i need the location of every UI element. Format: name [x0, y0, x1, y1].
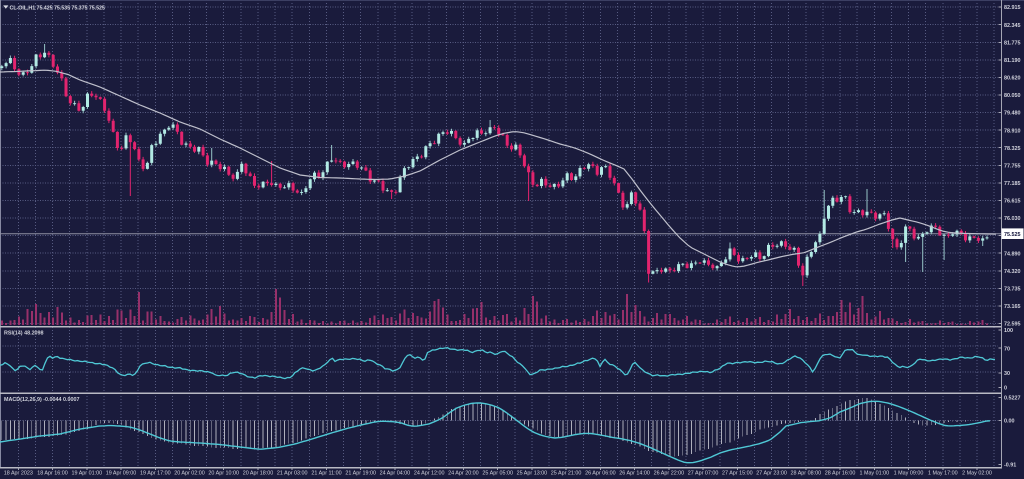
svg-text:73.735: 73.735	[1004, 287, 1021, 293]
svg-text:19 Apr 09:00: 19 Apr 09:00	[106, 471, 137, 477]
svg-text:70: 70	[1004, 346, 1010, 352]
svg-text:80.050: 80.050	[1004, 93, 1021, 99]
svg-text:100: 100	[1004, 328, 1013, 334]
svg-text:78.325: 78.325	[1004, 146, 1021, 152]
svg-text:82.345: 82.345	[1004, 23, 1021, 29]
svg-text:78.910: 78.910	[1004, 128, 1021, 134]
svg-text:82.915: 82.915	[1004, 5, 1021, 11]
svg-text:0.00: 0.00	[1004, 419, 1015, 425]
svg-text:MACD(12,26,9) -0.0044 0.0007: MACD(12,26,9) -0.0044 0.0007	[4, 397, 80, 403]
svg-text:80.620: 80.620	[1004, 76, 1021, 82]
svg-text:76.615: 76.615	[1004, 199, 1021, 205]
svg-text:18 Apr 16:00: 18 Apr 16:00	[37, 471, 68, 477]
svg-text:18 Apr 2023: 18 Apr 2023	[4, 471, 33, 477]
svg-text:24 Apr 20:00: 24 Apr 20:00	[448, 471, 479, 477]
svg-text:81.190: 81.190	[1004, 58, 1021, 64]
svg-text:RSI(14) 48.2098: RSI(14) 48.2098	[4, 331, 44, 337]
svg-text:76.030: 76.030	[1004, 216, 1021, 222]
svg-text:79.480: 79.480	[1004, 111, 1021, 117]
svg-text:75.525: 75.525	[1004, 232, 1021, 238]
svg-text:25 Apr 21:00: 25 Apr 21:00	[551, 471, 582, 477]
svg-text:72.595: 72.595	[1004, 322, 1021, 328]
svg-text:21 Apr 11:00: 21 Apr 11:00	[311, 471, 341, 477]
svg-text:74.890: 74.890	[1004, 251, 1021, 257]
svg-text:27 Apr 07:00: 27 Apr 07:00	[688, 471, 719, 477]
svg-text:CL-OIL,H1 75.425 75.535 75.375: CL-OIL,H1 75.425 75.535 75.375 75.525	[10, 5, 105, 11]
svg-text:30: 30	[1004, 371, 1010, 377]
svg-text:24 Apr 12:00: 24 Apr 12:00	[414, 471, 445, 477]
svg-text:73.165: 73.165	[1004, 304, 1021, 310]
svg-text:26 Apr 06:00: 26 Apr 06:00	[585, 471, 616, 477]
svg-text:74.320: 74.320	[1004, 269, 1021, 275]
svg-text:27 Apr 23:00: 27 Apr 23:00	[756, 471, 787, 477]
svg-text:-0.91: -0.91	[1004, 463, 1016, 469]
svg-text:2 May 02:00: 2 May 02:00	[962, 471, 992, 477]
svg-text:19 Apr 01:00: 19 Apr 01:00	[72, 471, 103, 477]
svg-text:19 Apr 17:00: 19 Apr 17:00	[140, 471, 171, 477]
svg-text:81.775: 81.775	[1004, 40, 1021, 46]
svg-text:20 Apr 10:00: 20 Apr 10:00	[208, 471, 239, 477]
svg-text:77.185: 77.185	[1004, 181, 1021, 187]
svg-text:77.755: 77.755	[1004, 163, 1021, 169]
svg-text:27 Apr 15:00: 27 Apr 15:00	[722, 471, 753, 477]
svg-text:26 Apr 14:00: 26 Apr 14:00	[619, 471, 650, 477]
svg-text:24 Apr 04:00: 24 Apr 04:00	[380, 471, 411, 477]
svg-text:28 Apr 08:00: 28 Apr 08:00	[791, 471, 822, 477]
svg-text:1 May 17:00: 1 May 17:00	[928, 471, 958, 477]
svg-text:21 Apr 19:00: 21 Apr 19:00	[345, 471, 376, 477]
svg-text:20 Apr 18:00: 20 Apr 18:00	[243, 471, 274, 477]
svg-text:26 Apr 22:00: 26 Apr 22:00	[654, 471, 685, 477]
svg-text:0.5227: 0.5227	[1004, 396, 1021, 402]
svg-text:1 May 09:00: 1 May 09:00	[894, 471, 924, 477]
svg-text:20 Apr 02:00: 20 Apr 02:00	[174, 471, 205, 477]
svg-text:21 Apr 03:00: 21 Apr 03:00	[277, 471, 308, 477]
svg-text:1 May 01:00: 1 May 01:00	[859, 471, 889, 477]
svg-text:28 Apr 16:00: 28 Apr 16:00	[825, 471, 856, 477]
svg-text:25 Apr 13:00: 25 Apr 13:00	[517, 471, 548, 477]
svg-text:25 Apr 05:00: 25 Apr 05:00	[482, 471, 513, 477]
svg-text:0: 0	[1004, 386, 1007, 392]
